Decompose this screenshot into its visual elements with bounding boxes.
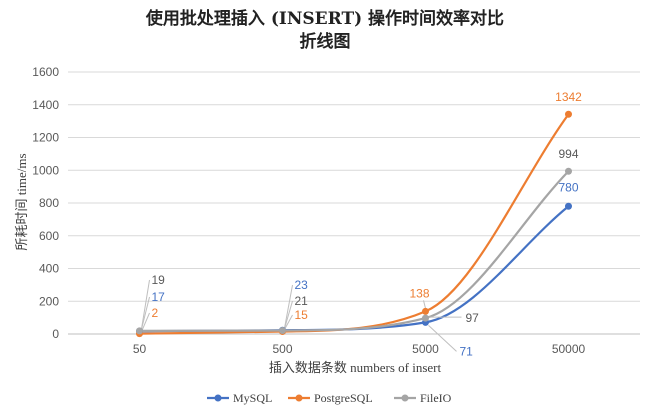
legend-swatch-marker [401,394,409,402]
series-lines [138,113,570,335]
data-label-leader [423,300,426,309]
data-label-mysql: 71 [460,344,474,358]
data-label-leader [428,325,457,352]
data-point-fileio [422,314,429,322]
data-point-fileio [565,167,572,175]
data-label-mysql: 23 [295,278,309,292]
y-axis-ticks: 0 200 400 600 800 1000 1200 1400 1600 [32,65,59,341]
legend-label-fileio: FileIO [420,391,452,405]
x-tick-label: 500 [272,342,292,356]
data-label-fileio: 97 [466,311,480,325]
x-axis-ticks: 50 500 5000 50000 [133,342,586,356]
data-point-postgresql [422,307,429,315]
chart-title-line-1: 使用批处理插入 (INSERT) 操作时间效率对比 [145,8,504,29]
legend-swatch-marker [295,394,303,402]
series-markers [136,110,572,338]
data-point-postgresql [565,110,572,118]
x-tick-label: 50000 [552,342,586,356]
y-axis-title: 所耗时间 time/ms [14,153,29,250]
data-point-mysql [565,202,572,210]
data-label-leader [284,314,293,330]
y-tick-label: 800 [39,196,59,210]
y-tick-label: 600 [39,229,59,243]
series-line-fileio [138,170,570,332]
y-tick-label: 1400 [32,98,59,112]
data-labels: 17 23 71 780 2 15 138 1342 19 21 97 994 [152,90,583,358]
legend-label-mysql: MySQL [233,391,272,405]
series-line-postgresql [138,113,570,335]
data-point-fileio [279,327,286,335]
data-label-leader [284,300,293,329]
y-tick-label: 200 [39,294,59,308]
data-label-fileio: 19 [152,273,166,287]
data-label-fileio: 21 [295,294,309,308]
data-label-mysql: 780 [558,180,578,194]
chart-title-line-2: 折线图 [300,31,351,52]
y-tick-label: 1000 [32,163,59,177]
y-tick-label: 400 [39,262,59,276]
x-axis-title: 插入数据条数 numbers of insert [269,360,442,375]
data-label-postgresql: 15 [295,308,309,322]
label-leader-lines [141,279,462,352]
legend-label-postgresql: PostgreSQL [314,391,373,405]
data-label-fileio: 994 [558,147,578,161]
y-tick-label: 1600 [32,65,59,79]
y-tick-label: 1200 [32,131,59,145]
data-label-postgresql: 138 [409,286,429,300]
data-label-postgresql: 1342 [555,90,582,104]
data-label-leader [141,312,150,332]
legend: MySQL PostgreSQL FileIO [207,391,452,405]
data-label-postgresql: 2 [152,306,159,320]
data-label-leader [141,279,150,329]
data-point-fileio [136,327,143,335]
y-tick-label: 0 [52,327,59,341]
legend-swatch-marker [214,394,222,402]
data-label-mysql: 17 [152,290,166,304]
data-label-leader [284,284,293,329]
x-tick-label: 50 [133,342,147,356]
data-label-leader [141,296,150,330]
x-tick-label: 5000 [412,342,439,356]
